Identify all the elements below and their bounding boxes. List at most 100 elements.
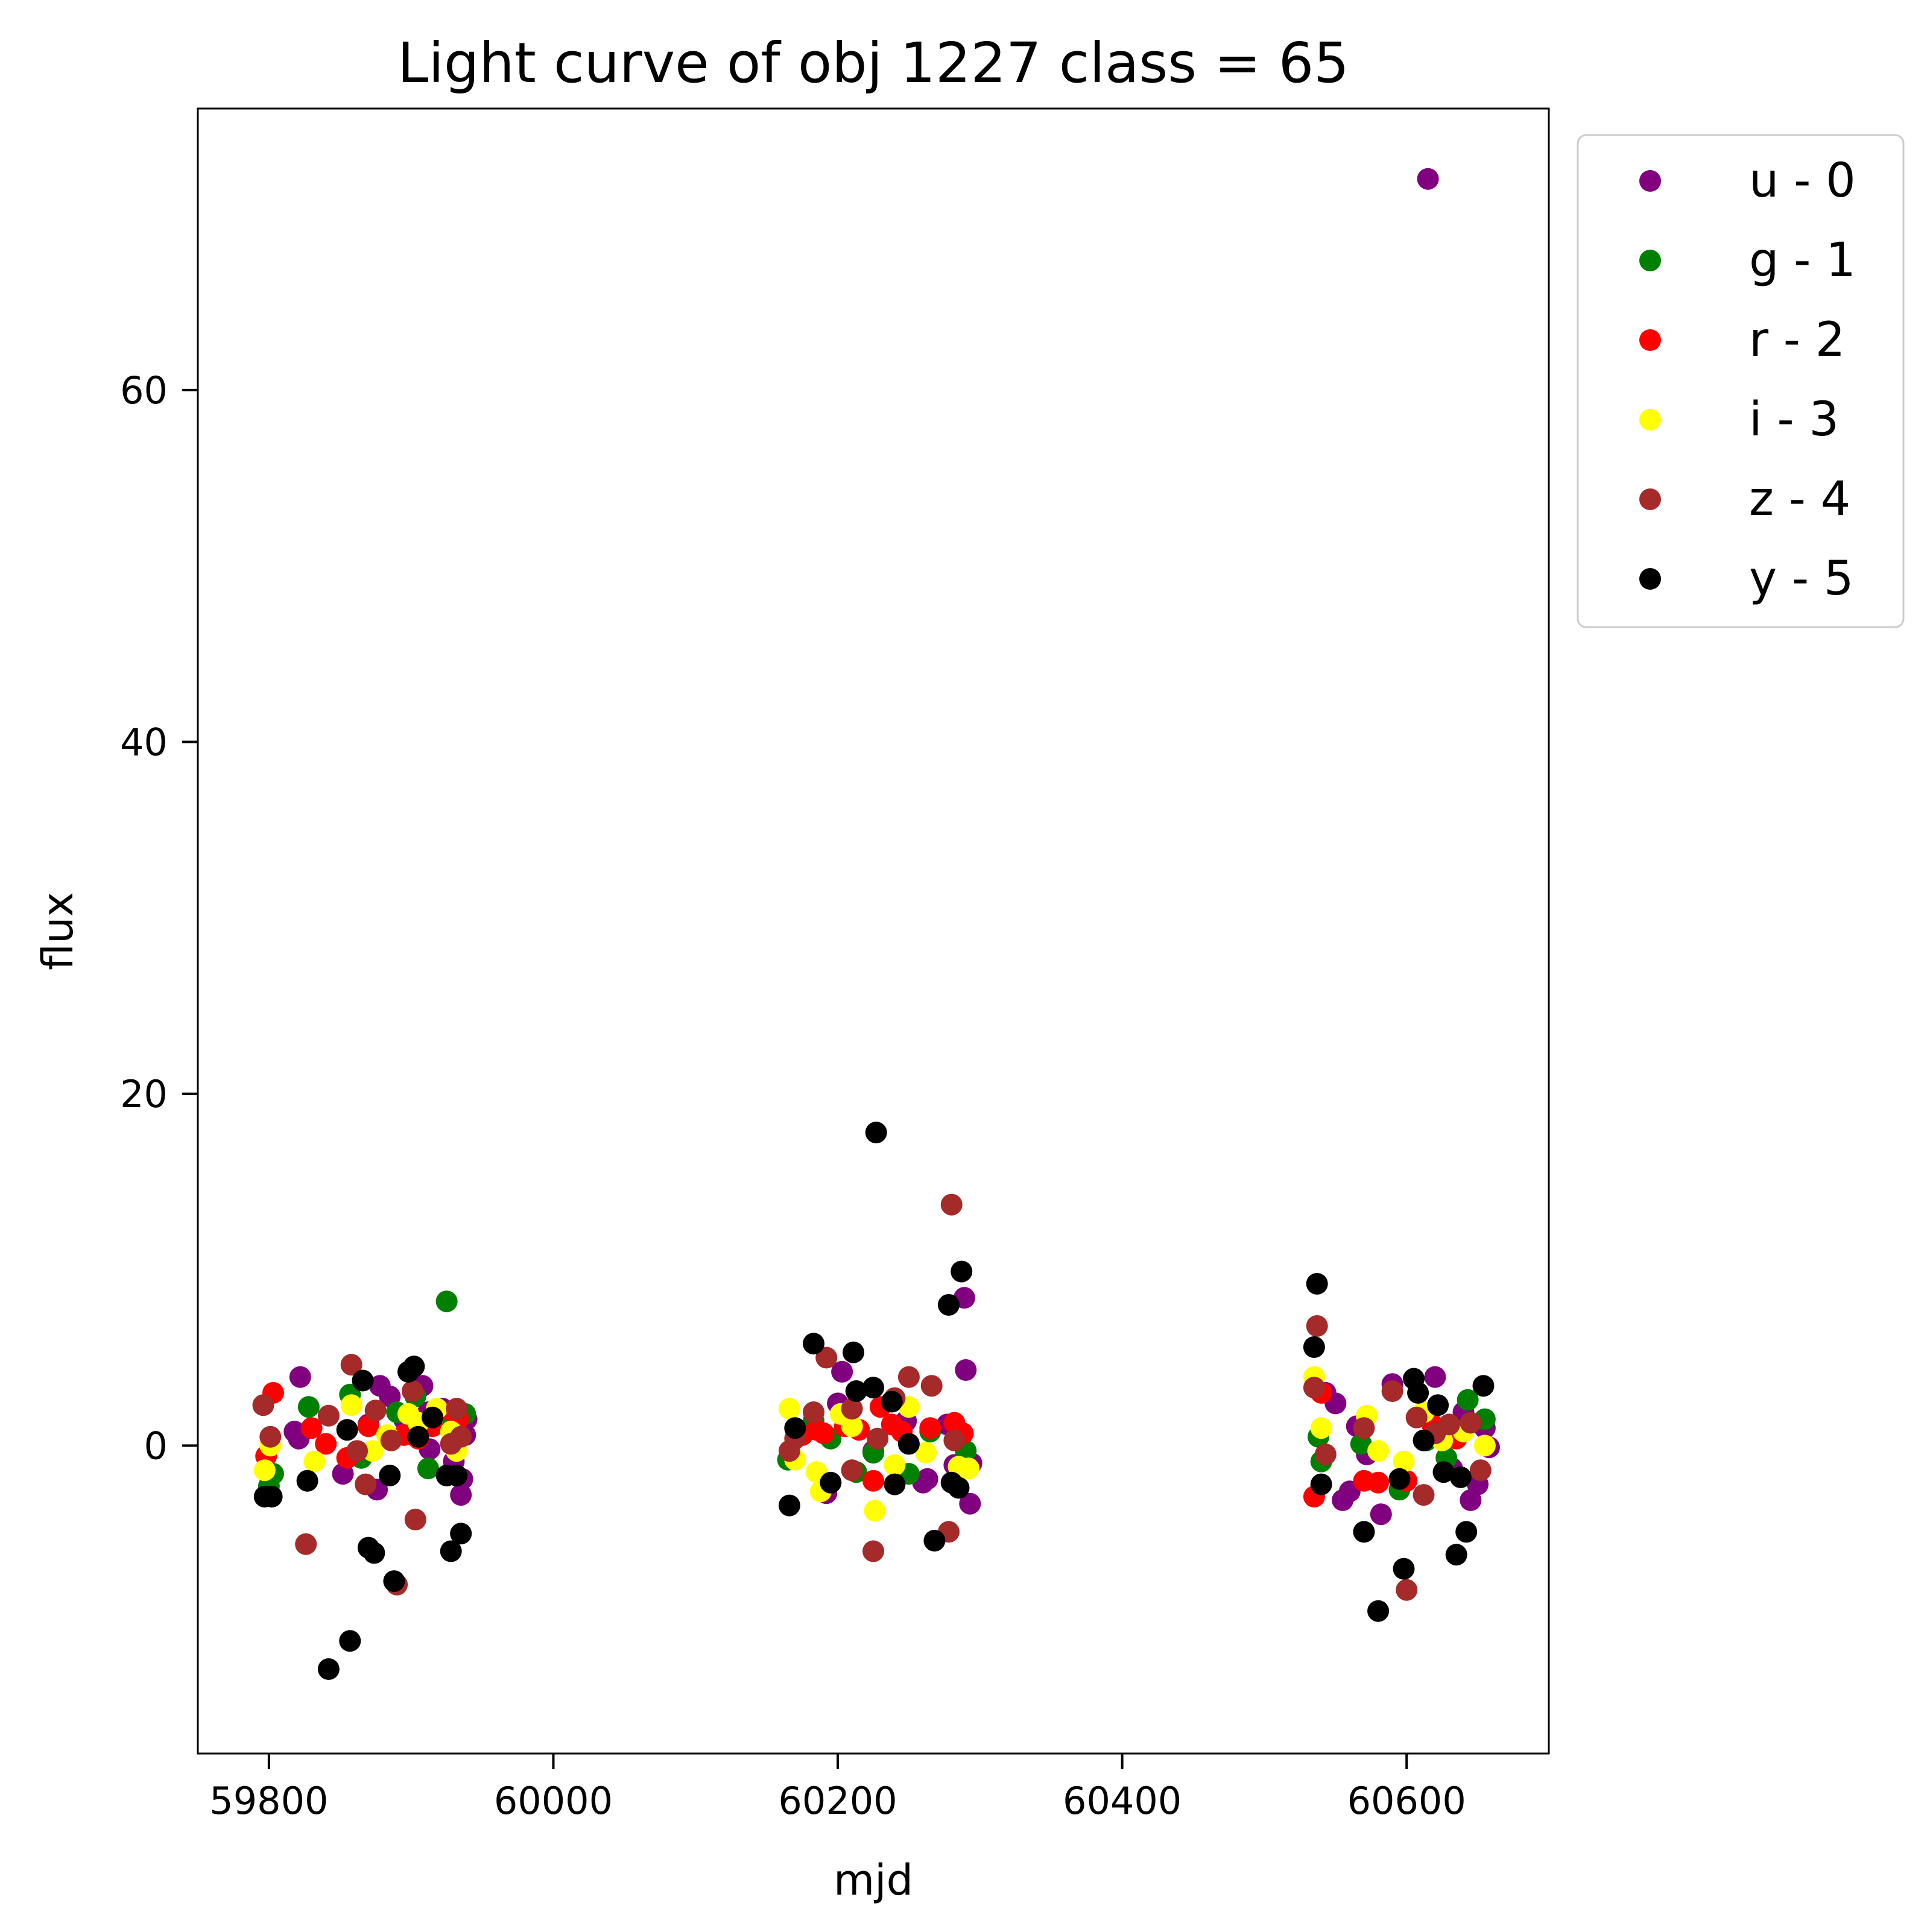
data-point-series-0-20 <box>831 1360 853 1383</box>
data-point-series-4-2 <box>295 1533 317 1555</box>
data-point-series-5-23 <box>843 1341 864 1363</box>
data-point-series-5-5 <box>339 1630 361 1652</box>
data-point-series-3-17 <box>864 1500 886 1522</box>
data-point-series-2-26 <box>1367 1471 1390 1494</box>
data-point-series-4-20 <box>841 1459 863 1482</box>
x-axis-label: mjd <box>834 1855 913 1905</box>
legend-label-3: i - 3 <box>1749 393 1839 447</box>
data-point-series-3-2 <box>303 1450 326 1473</box>
data-point-series-5-25 <box>862 1377 884 1399</box>
legend: u - 0 g - 1 r - 2 i - 3 z - 4 y - 5 <box>1577 134 1905 628</box>
legend-marker-2 <box>1639 329 1661 351</box>
data-point-series-4-7 <box>364 1400 387 1422</box>
data-point-series-5-26 <box>865 1122 887 1144</box>
data-point-series-3-31 <box>1473 1435 1496 1457</box>
data-point-series-2-13 <box>812 1422 835 1444</box>
data-point-series-5-41 <box>1393 1558 1415 1580</box>
legend-marker-4 <box>1639 488 1661 510</box>
data-point-series-4-25 <box>920 1375 943 1397</box>
data-point-series-5-24 <box>845 1380 867 1402</box>
data-point-series-5-27 <box>881 1391 903 1413</box>
x-tick-label-0: 59800 <box>209 1779 328 1823</box>
data-point-series-4-22 <box>867 1427 889 1450</box>
data-point-series-4-0 <box>252 1394 274 1416</box>
data-point-series-3-20 <box>915 1442 937 1464</box>
y-tick-label-1: 20 <box>120 1072 168 1116</box>
data-point-series-0-24 <box>916 1468 938 1490</box>
data-point-series-4-31 <box>1314 1444 1337 1465</box>
data-point-series-5-50 <box>1472 1375 1495 1397</box>
data-point-series-4-19 <box>841 1398 863 1420</box>
legend-marker-3 <box>1639 409 1661 431</box>
legend-marker-0 <box>1639 170 1661 192</box>
data-point-series-4-34 <box>1396 1579 1418 1601</box>
data-point-series-0-29 <box>955 1359 977 1381</box>
data-point-series-3-3 <box>340 1394 362 1416</box>
data-point-series-1-8 <box>435 1290 458 1313</box>
data-point-series-5-28 <box>884 1473 906 1495</box>
data-point-series-3-0 <box>253 1459 276 1482</box>
data-point-series-5-20 <box>784 1417 806 1439</box>
data-point-series-2-3 <box>315 1433 337 1455</box>
data-point-series-5-18 <box>450 1523 472 1545</box>
data-point-series-3-22 <box>958 1457 979 1480</box>
data-point-series-5-3 <box>317 1658 340 1680</box>
data-point-series-4-32 <box>1353 1417 1375 1439</box>
x-tick-label-4: 60600 <box>1347 1779 1466 1823</box>
data-point-series-0-0 <box>289 1366 311 1388</box>
data-point-series-5-16 <box>440 1540 462 1562</box>
data-point-series-5-22 <box>820 1471 842 1494</box>
data-point-series-5-47 <box>1445 1544 1467 1566</box>
data-point-series-5-30 <box>923 1530 946 1552</box>
data-point-series-5-29 <box>897 1433 920 1455</box>
data-point-series-4-24 <box>897 1366 920 1388</box>
data-point-series-4-4 <box>340 1354 362 1376</box>
legend-label-4: z - 4 <box>1749 472 1850 526</box>
data-point-series-4-38 <box>1438 1413 1460 1436</box>
legend-label-1: g - 1 <box>1749 233 1856 288</box>
data-point-series-5-44 <box>1413 1429 1435 1451</box>
x-tick-label-2: 60200 <box>778 1779 897 1823</box>
y-axis-label: flux <box>33 892 83 970</box>
data-point-series-4-35 <box>1405 1406 1428 1428</box>
data-point-series-4-27 <box>940 1193 963 1216</box>
data-point-series-0-39 <box>1417 168 1439 190</box>
data-point-series-4-14 <box>450 1425 472 1448</box>
data-point-series-5-6 <box>352 1369 374 1392</box>
data-point-series-5-8 <box>363 1542 385 1564</box>
data-point-series-4-17 <box>803 1401 824 1423</box>
points-layer <box>252 168 1500 1680</box>
x-tick-label-1: 60000 <box>494 1779 613 1823</box>
data-point-series-0-11 <box>450 1484 472 1506</box>
data-point-series-5-12 <box>403 1356 425 1378</box>
data-point-series-5-45 <box>1427 1394 1449 1416</box>
data-point-series-5-10 <box>383 1570 405 1593</box>
data-point-series-5-46 <box>1432 1461 1455 1483</box>
data-point-series-5-1 <box>261 1486 283 1507</box>
data-point-series-5-19 <box>778 1494 800 1517</box>
legend-label-0: u - 0 <box>1749 154 1856 208</box>
data-point-series-4-5 <box>346 1440 369 1462</box>
data-point-series-4-11 <box>404 1509 426 1530</box>
legend-marker-1 <box>1639 250 1661 271</box>
data-point-series-5-33 <box>948 1477 970 1499</box>
data-point-series-5-2 <box>296 1470 318 1492</box>
data-point-series-5-40 <box>1388 1468 1411 1490</box>
x-tick-label-3: 60400 <box>1063 1779 1182 1823</box>
data-point-series-5-36 <box>1306 1273 1328 1295</box>
data-point-series-4-29 <box>1303 1377 1325 1399</box>
data-point-series-5-34 <box>951 1260 973 1283</box>
plot-frame <box>197 107 1550 1755</box>
data-point-series-4-40 <box>1469 1459 1492 1482</box>
data-point-series-4-30 <box>1306 1315 1328 1337</box>
data-point-series-5-17 <box>446 1465 468 1486</box>
data-point-series-4-39 <box>1460 1412 1482 1434</box>
legend-frame <box>1577 134 1905 628</box>
data-point-series-1-2 <box>297 1396 320 1418</box>
data-point-series-5-49 <box>1455 1521 1478 1543</box>
data-point-series-4-36 <box>1413 1484 1435 1506</box>
data-point-series-1-25 <box>1457 1389 1479 1411</box>
x-axis: 59800 60000 60200 60400 60600 <box>209 1754 1466 1823</box>
